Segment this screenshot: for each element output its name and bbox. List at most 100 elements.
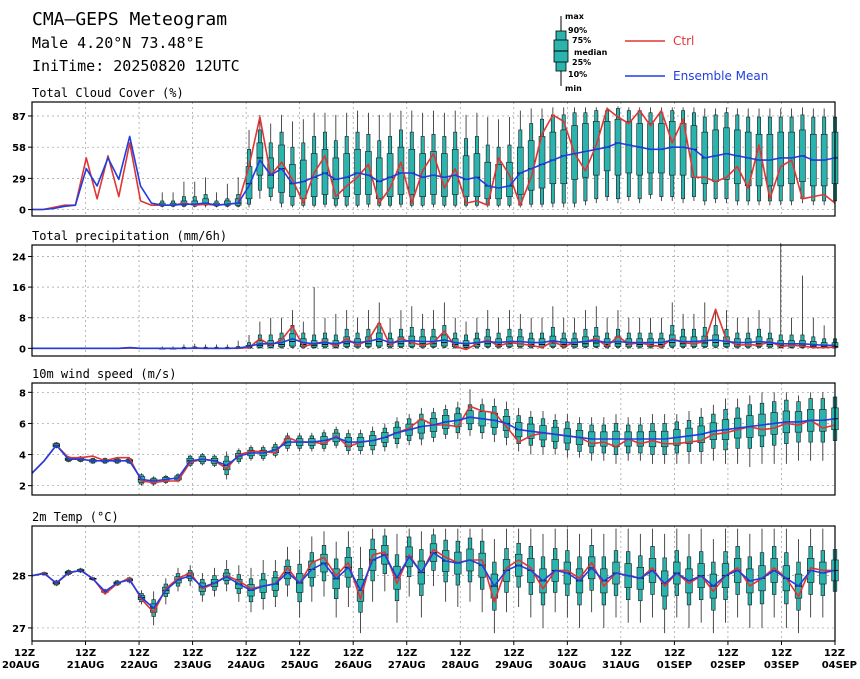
box-symbol — [299, 119, 307, 208]
x-tick-date: 25AUG — [281, 660, 319, 671]
box-symbol — [582, 107, 589, 206]
x-tick-hour: 12Z — [771, 648, 792, 659]
box-inner — [299, 159, 307, 200]
box-symbol — [794, 395, 803, 461]
box-symbol — [685, 411, 693, 464]
y-tick-label: 0 — [19, 206, 26, 217]
box-symbol — [538, 317, 546, 349]
ensemble-mean-line — [32, 135, 836, 211]
box-inner — [375, 157, 383, 200]
x-tick-date: 04SEP — [822, 660, 857, 671]
box-symbol — [592, 107, 600, 204]
box-symbol — [777, 108, 785, 206]
x-tick-date: 01SEP — [657, 660, 692, 671]
x-tick-date: 26AUG — [334, 660, 372, 671]
x-tick-hour: 12Z — [14, 648, 35, 659]
init-time-label: IniTime: 20250820 12UTC — [32, 57, 240, 75]
box-symbol — [506, 117, 513, 208]
box-inner — [614, 118, 622, 176]
x-tick-hour: 12Z — [610, 648, 631, 659]
box-symbol — [354, 110, 361, 208]
y-tick-label: 27 — [12, 624, 26, 635]
x-tick-date: 23AUG — [174, 660, 212, 671]
panel-frame — [31, 382, 836, 496]
x-tick-hour: 12Z — [717, 648, 738, 659]
panel-frame — [31, 525, 836, 642]
x-tick-date: 20AUG — [2, 660, 40, 671]
box-symbol — [408, 110, 416, 208]
box-symbol — [807, 392, 815, 461]
box-symbol — [538, 108, 546, 208]
panel-1: Total Cloud Cover (%) 0 29 58 87 — [12, 86, 839, 217]
box-symbol — [466, 389, 474, 436]
box-symbol — [517, 110, 524, 208]
box-symbol — [527, 411, 535, 455]
x-tick-date: 31AUG — [602, 660, 640, 671]
box-inner — [462, 155, 470, 197]
meteogram-title: CMA–GEPS Meteogram — [32, 9, 227, 30]
box-symbol — [668, 107, 676, 201]
panel-title: Total precipitation (mm/6h) — [32, 229, 227, 243]
y-tick-label: 29 — [12, 174, 26, 185]
y-tick-label: 8 — [19, 314, 26, 325]
box-symbol — [690, 107, 698, 201]
box-symbol — [473, 112, 481, 208]
box-symbol — [343, 112, 350, 208]
location-label: Male 4.20°N 73.48°E — [32, 34, 204, 52]
y-tick-label: 58 — [12, 143, 26, 154]
box-symbol — [442, 528, 450, 602]
box-inner — [679, 123, 687, 176]
box-symbol — [770, 528, 778, 618]
box-symbol — [462, 114, 470, 208]
panel-frame — [31, 244, 836, 357]
x-tick-date: 29AUG — [495, 660, 533, 671]
time-axis: 12Z20AUG12Z21AUG12Z22AUG12Z23AUG12Z24AUG… — [2, 641, 857, 671]
box-symbol — [321, 112, 329, 208]
x-tick-hour: 12Z — [824, 648, 845, 659]
box-inner — [625, 121, 633, 174]
box-symbol — [766, 317, 774, 349]
box-legend: max 90% 75% median 25% 10% min Ctrl Ense… — [553, 12, 768, 93]
box-inner — [321, 149, 329, 195]
box-symbol — [746, 395, 754, 467]
box-inner — [506, 161, 513, 197]
box-symbol — [441, 302, 448, 349]
legend-p90: 90% — [568, 26, 587, 35]
box-symbol — [466, 528, 474, 602]
box-symbol — [734, 398, 742, 464]
x-tick-hour: 12Z — [236, 648, 257, 659]
box-symbol — [658, 107, 665, 201]
box-symbol — [417, 531, 425, 618]
box-symbol — [386, 112, 394, 208]
box-inner — [495, 164, 502, 200]
box-symbol — [820, 108, 828, 206]
box-inner — [636, 123, 643, 176]
box-symbol — [592, 306, 600, 349]
box-symbol — [658, 317, 665, 349]
x-tick-date: 27AUG — [388, 660, 426, 671]
y-tick-label: 0 — [19, 344, 26, 355]
box-symbol — [647, 107, 654, 199]
box-symbol — [782, 392, 790, 464]
x-tick-hour: 12Z — [503, 648, 524, 659]
legend-max: max — [565, 12, 585, 21]
box-symbol — [758, 392, 766, 464]
legend-min: min — [565, 84, 582, 93]
box-symbol — [495, 119, 502, 208]
box-symbol — [289, 121, 296, 208]
box-inner — [430, 151, 437, 195]
x-tick-hour: 12Z — [343, 648, 364, 659]
meteogram-panels: Total Cloud Cover (%) 0 29 58 87 Total precip… — [12, 86, 839, 642]
box-symbol — [560, 317, 568, 349]
box-symbol — [397, 110, 405, 208]
